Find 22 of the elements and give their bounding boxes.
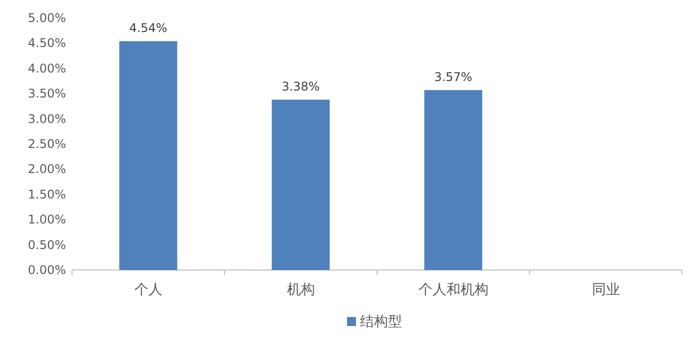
x-tick-label: 机构 xyxy=(286,282,315,298)
y-tick-label: 4.50% xyxy=(28,36,66,50)
y-tick-label: 3.50% xyxy=(28,86,66,101)
y-tick-label: 0.00% xyxy=(28,263,66,277)
legend-label: 结构型 xyxy=(360,314,402,330)
bar xyxy=(424,90,482,270)
y-tick-label: 5.00% xyxy=(28,11,66,25)
x-tick-label: 个人和机构 xyxy=(418,282,488,298)
y-tick-label: 3.00% xyxy=(28,112,66,126)
data-label: 3.57% xyxy=(434,70,472,84)
data-label: 3.38% xyxy=(282,80,320,94)
y-tick-label: 2.00% xyxy=(28,162,66,176)
y-tick-label: 0.50% xyxy=(28,238,66,252)
y-tick-label: 2.50% xyxy=(28,137,66,151)
x-tick-label: 同业 xyxy=(592,282,620,298)
bar xyxy=(119,41,178,270)
y-tick-label: 1.50% xyxy=(28,187,66,202)
x-tick-label: 个人 xyxy=(134,282,162,298)
y-tick-label: 1.00% xyxy=(28,212,66,227)
y-tick-label: 4.00% xyxy=(28,61,66,76)
bar xyxy=(272,100,330,270)
data-label: 4.54% xyxy=(129,21,168,36)
